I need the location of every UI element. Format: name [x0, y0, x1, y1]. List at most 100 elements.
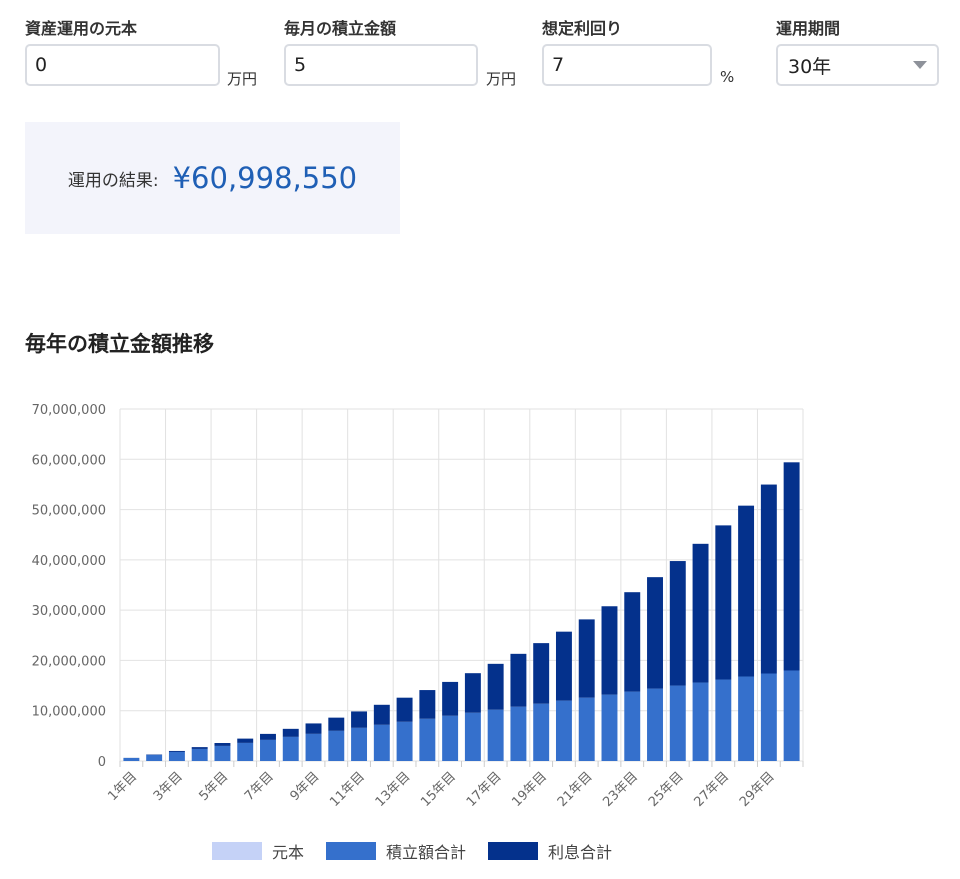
bar-interest: [396, 697, 413, 722]
x-tick-label: 1年目: [105, 769, 140, 804]
rate-unit: %: [720, 68, 735, 86]
bar-interest: [282, 728, 299, 737]
rate-input[interactable]: [542, 44, 712, 86]
legend-item-principal[interactable]: 元本: [212, 839, 304, 863]
x-tick-label: 13年目: [373, 769, 414, 810]
y-tick-label: 60,000,000: [32, 453, 106, 468]
x-tick-label: 7年目: [242, 769, 277, 804]
bar-interest: [260, 733, 276, 740]
x-tick-label: 11年目: [327, 769, 368, 810]
period-label: 運用期間: [776, 19, 841, 38]
x-tick-label: 27年目: [691, 769, 732, 810]
bar-contributions: [555, 700, 572, 761]
monthly-label: 毎月の積立金額: [284, 19, 397, 38]
bar-contributions: [647, 688, 663, 761]
bar-contributions: [760, 673, 777, 761]
bar-interest: [351, 711, 368, 728]
principal-input[interactable]: [25, 44, 220, 86]
monthly-unit: 万円: [486, 70, 517, 88]
bar-interest: [214, 743, 231, 746]
bar-contributions: [692, 682, 709, 761]
y-tick-label: 0: [98, 755, 106, 770]
y-tick-label: 10,000,000: [32, 705, 106, 720]
y-tick-label: 20,000,000: [32, 654, 106, 669]
bar-interest: [191, 747, 208, 749]
x-tick-label: 9年目: [287, 769, 322, 804]
bar-interest: [464, 673, 481, 713]
bar-contributions: [624, 691, 641, 761]
period-select-value: 30年: [788, 55, 832, 78]
x-tick-label: 29年目: [737, 769, 778, 810]
bar-interest: [738, 505, 755, 677]
result-panel: 運用の結果: ¥60,998,550: [25, 122, 400, 234]
bar-contributions: [168, 751, 185, 761]
bar-contributions: [305, 733, 322, 761]
bar-interest: [669, 561, 686, 686]
bar-contributions: [464, 712, 481, 761]
result-label: 運用の結果:: [67, 170, 159, 191]
bar-interest: [624, 592, 641, 692]
bar-contributions: [123, 757, 140, 761]
bar-contributions: [783, 670, 800, 761]
bar-contributions: [373, 724, 390, 761]
monthly-input[interactable]: [284, 44, 478, 86]
x-tick-label: 3年目: [151, 769, 186, 804]
bar-contributions: [237, 742, 254, 761]
legend-label-principal: 元本: [272, 843, 305, 862]
bar-interest: [510, 653, 527, 707]
bar-contributions: [260, 739, 276, 761]
rate-label: 想定利回り: [542, 19, 623, 38]
chevron-down-icon: [913, 61, 927, 69]
bar-contributions: [578, 697, 595, 761]
bar-interest: [783, 462, 800, 671]
legend-item-contributions[interactable]: 積立額合計: [326, 839, 466, 863]
bar-interest: [760, 484, 777, 674]
bar-interest: [237, 738, 254, 743]
x-tick-label: 17年目: [464, 769, 505, 810]
bar-interest: [533, 643, 550, 704]
bar-contributions: [328, 730, 345, 761]
chart-title: 毎年の積立金額推移: [25, 332, 214, 356]
bar-interest: [692, 543, 709, 683]
principal-label: 資産運用の元本: [25, 19, 138, 38]
legend-swatch-principal: [212, 842, 262, 860]
bar-contributions: [487, 709, 504, 761]
y-tick-label: 70,000,000: [32, 403, 106, 418]
bar-interest: [168, 750, 185, 752]
bar-interest: [305, 723, 322, 734]
bar-interest: [601, 606, 618, 695]
legend-label-contributions: 積立額合計: [386, 843, 467, 862]
period-select[interactable]: 30年: [776, 44, 939, 86]
bar-interest: [555, 631, 572, 701]
bar-contributions: [282, 736, 299, 761]
legend-item-interest[interactable]: 利息合計: [488, 839, 612, 863]
bar-contributions: [533, 703, 550, 761]
x-tick-label: 19年目: [509, 769, 550, 810]
bar-interest: [715, 525, 732, 680]
bar-interest: [647, 577, 663, 689]
y-tick-label: 40,000,000: [32, 554, 106, 569]
bar-contributions: [601, 694, 618, 761]
y-tick-label: 50,000,000: [32, 504, 106, 519]
bar-contributions: [738, 676, 755, 761]
x-tick-label: 25年目: [646, 769, 687, 810]
y-tick-label: 30,000,000: [32, 604, 106, 619]
legend-swatch-interest: [488, 842, 539, 860]
bar-contributions: [715, 679, 732, 761]
bar-interest: [487, 663, 504, 710]
principal-unit: 万円: [227, 70, 258, 88]
bar-contributions: [396, 721, 413, 761]
bar-contributions: [419, 718, 436, 761]
bar-contributions: [214, 745, 231, 761]
bar-contributions: [146, 754, 163, 761]
x-tick-label: 5年目: [196, 769, 231, 804]
x-tick-label: 23年目: [600, 769, 641, 810]
bar-contributions: [351, 727, 368, 761]
stacked-bar-chart: 0 10,000,000 20,000,000 30,000,000 40,000,00…: [32, 403, 804, 810]
bar-interest: [442, 681, 459, 716]
bar-interest: [578, 619, 595, 698]
bar-contributions: [191, 748, 208, 761]
bar-interest: [328, 717, 345, 731]
bar-interest: [419, 690, 436, 719]
bar-contributions: [510, 706, 527, 761]
